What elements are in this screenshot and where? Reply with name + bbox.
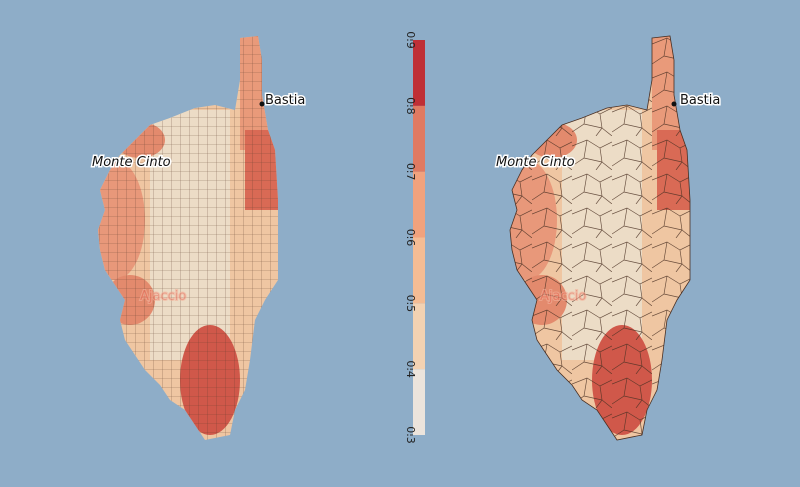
- legend-bin: [413, 40, 425, 106]
- city-marker: [259, 101, 265, 107]
- city-marker: [671, 101, 677, 107]
- color-legend: 0.3 0.4 0.5 0.6 0.7 0.8 0.9: [404, 31, 425, 444]
- legend-tick-label: 0.3: [404, 426, 417, 444]
- legend-tick-label: 0.8: [404, 97, 417, 115]
- legend-tick-label: 0.9: [404, 31, 417, 49]
- place-label: Monte Cinto: [92, 155, 171, 170]
- place-label: Bastia: [265, 93, 305, 108]
- right-map: Bastia Monte Cinto Ajaccio: [495, 30, 722, 441]
- legend-tick-label: 0.4: [404, 360, 417, 378]
- legend-bin: [413, 105, 425, 172]
- legend-bin: [413, 237, 425, 304]
- place-label: Ajaccio: [540, 289, 586, 304]
- place-label: Ajaccio: [140, 289, 186, 304]
- legend-tick-label: 0.6: [404, 229, 417, 247]
- legend-bin: [413, 171, 425, 238]
- legend-bin: [413, 369, 425, 435]
- left-map: Bastia Monte Cinto Ajaccio: [85, 30, 307, 440]
- legend-tick-label: 0.5: [404, 295, 417, 313]
- place-label: Bastia: [680, 93, 720, 108]
- place-label: Monte Cinto: [496, 155, 575, 170]
- legend-tick-label: 0.7: [404, 163, 417, 181]
- legend-bin: [413, 303, 425, 370]
